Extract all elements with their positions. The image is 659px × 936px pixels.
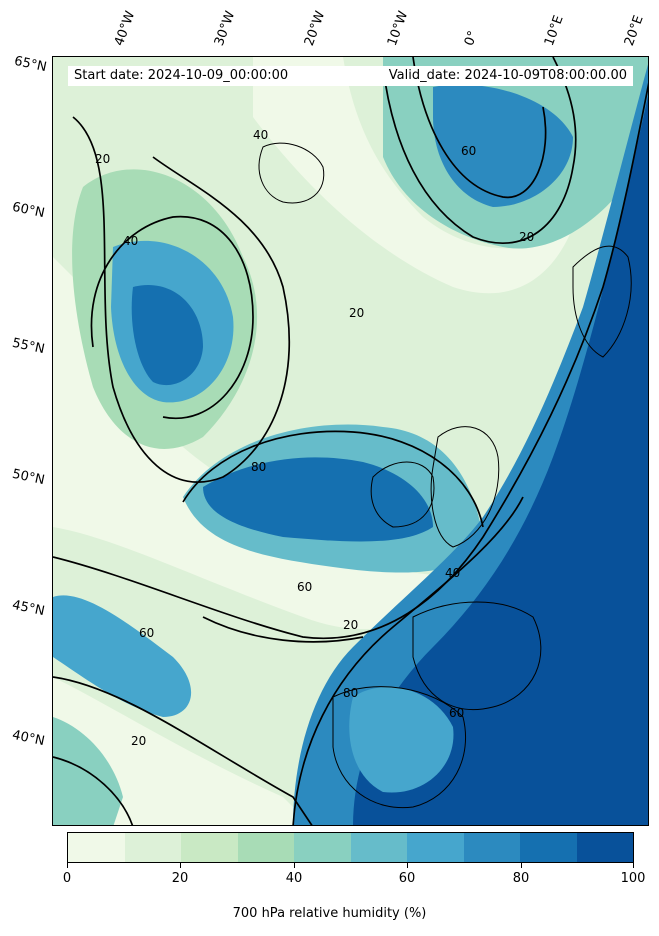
contour-label: 60 <box>449 706 464 720</box>
colorbar-tick-label: 100 <box>620 871 646 886</box>
dry-band-north <box>253 57 573 294</box>
contour-label: 20 <box>349 306 364 320</box>
colorbar-tick <box>633 863 634 868</box>
saturated-mass-east <box>353 96 648 825</box>
contour-line <box>292 496 524 825</box>
colorbar-segment <box>181 833 238 862</box>
lat-label-45n: 45°N <box>10 597 46 620</box>
very-humid-area-west <box>131 285 203 386</box>
colorbar-tick <box>521 863 522 868</box>
contour-labels: 20 40 20 80 60 60 20 40 20 80 60 60 20 4… <box>95 128 534 748</box>
coastline-scandinavia <box>572 245 632 358</box>
humid-area-north <box>433 84 573 207</box>
coastline-france <box>412 601 542 711</box>
colorbar-tick-label: 0 <box>62 871 72 886</box>
lon-label-30w: 30°W <box>211 9 239 48</box>
lat-label-40n: 40°N <box>10 727 46 750</box>
humid-pocket-south <box>349 687 454 793</box>
colorbar-segment <box>294 833 351 862</box>
valid-date-label: Valid_date: 2024-10-09T08:00:00.00 <box>388 68 627 83</box>
coastlines <box>258 142 632 809</box>
coastline-iceland <box>258 142 325 204</box>
contour-label: 20 <box>95 152 110 166</box>
contour-line <box>53 82 648 640</box>
contour-label: 60 <box>297 580 312 594</box>
contour-label: 40 <box>445 566 460 580</box>
colorbar-segment <box>576 833 633 862</box>
contour-line <box>53 676 313 825</box>
date-info-bar: Start date: 2024-10-09_00:00:00 Valid_da… <box>68 66 633 86</box>
lat-label-60n: 60°N <box>10 199 46 222</box>
colorbar-tick-label: 20 <box>171 871 189 886</box>
colorbar-segment <box>407 833 464 862</box>
colorbar-tick-label: 60 <box>398 871 416 886</box>
lon-label-20e: 20°E <box>621 13 647 49</box>
lon-label-40w: 40°W <box>111 9 139 48</box>
lon-label-10e: 10°E <box>541 13 567 49</box>
map-canvas: 20 40 20 80 60 60 20 40 20 80 60 60 20 4… <box>53 57 648 825</box>
contour-line <box>90 215 254 420</box>
moist-area-southwest <box>53 717 123 825</box>
contour-line <box>412 57 547 199</box>
contour-label: 60 <box>461 144 476 158</box>
contour-lines <box>53 57 648 825</box>
humid-area-southwest <box>53 595 192 717</box>
colorbar-segment <box>237 833 294 862</box>
colorbar-segment <box>350 833 407 862</box>
colorbar-tick <box>180 863 181 868</box>
coastline-britain <box>430 426 500 548</box>
colorbar-segment <box>520 833 577 862</box>
colorbar-segment <box>463 833 520 862</box>
humid-tongue-central <box>203 457 433 542</box>
contour-line <box>53 756 134 825</box>
colorbar-tick <box>294 863 295 868</box>
colorbar-tick-label: 80 <box>512 871 530 886</box>
start-date-label: Start date: 2024-10-09_00:00:00 <box>74 68 289 83</box>
contour-label: 40 <box>253 128 268 142</box>
contour-line <box>182 430 484 528</box>
colorbar-tick <box>407 863 408 868</box>
coastline-iberia <box>332 686 467 809</box>
lat-label-50n: 50°N <box>10 466 46 489</box>
contour-line <box>72 116 291 483</box>
lon-label-20w: 20°W <box>301 9 329 48</box>
lon-label-0: 0° <box>461 28 482 48</box>
contour-line <box>202 616 364 643</box>
colorbar-title: 700 hPa relative humidity (%) <box>232 906 427 921</box>
contour-label: 20 <box>343 618 358 632</box>
lat-label-55n: 55°N <box>10 335 46 358</box>
colorbar-tick-label: 40 <box>285 871 303 886</box>
humidity-map[interactable]: 20 40 20 80 60 60 20 40 20 80 60 60 20 4… <box>52 56 649 826</box>
colorbar-segment <box>124 833 181 862</box>
contour-label: 40 <box>123 234 138 248</box>
contour-label: 20 <box>519 230 534 244</box>
colorbar-tick <box>67 863 68 868</box>
contour-line <box>382 57 577 244</box>
contour-label: 20 <box>131 734 146 748</box>
contour-label: 80 <box>251 460 266 474</box>
contour-label: 80 <box>343 686 358 700</box>
contour-label: 60 <box>139 626 154 640</box>
colorbar-segment <box>68 833 125 862</box>
coastline-ireland <box>370 461 435 528</box>
dry-band-south <box>53 257 473 630</box>
lat-label-65n: 65°N <box>12 53 48 76</box>
lon-label-10w: 10°W <box>384 9 412 48</box>
colorbar <box>67 832 634 863</box>
